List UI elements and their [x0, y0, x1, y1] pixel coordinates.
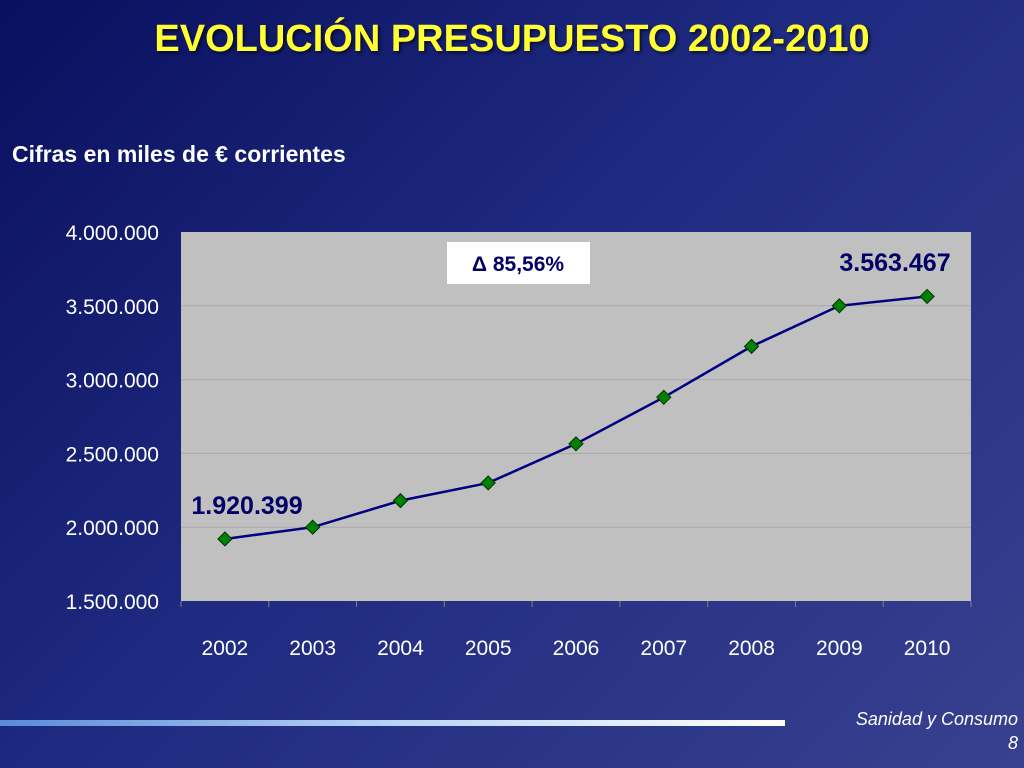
x-tick-label: 2010: [904, 637, 951, 660]
slide-title: EVOLUCIÓN PRESUPUESTO 2002-2010: [154, 18, 870, 60]
y-tick-label: 2.500.000: [66, 443, 159, 466]
data-point-marker: [656, 389, 672, 406]
x-tick-label: 2005: [465, 637, 512, 660]
x-tick-label: 2004: [377, 637, 424, 660]
x-tick-label: 2007: [640, 637, 687, 660]
data-label-first: 1.920.399: [191, 492, 302, 520]
y-tick-label: 4.000.000: [66, 222, 159, 245]
data-point-marker: [217, 531, 233, 547]
x-axis-ticks: [180, 601, 972, 607]
budget-line-chart: 1.500.000 2.000.000 2.500.000 3.000.000 3.50…: [66, 222, 972, 660]
plot-area: [181, 232, 971, 601]
slide-subtitle: Cifras en miles de € corrientes: [12, 141, 346, 167]
data-point-marker: [831, 298, 848, 314]
data-label-last: 3.563.467: [839, 249, 950, 277]
data-point-marker: [480, 475, 496, 491]
data-point-marker: [304, 519, 321, 535]
x-tick-label: 2008: [728, 637, 775, 660]
y-tick-label: 2.000.000: [66, 517, 159, 540]
page-number: 8: [1007, 733, 1018, 753]
y-tick-label: 3.000.000: [66, 370, 159, 393]
x-tick-label: 2009: [816, 637, 863, 660]
annotation-box: Δ 85,56%: [447, 242, 590, 284]
x-tick-label: 2003: [289, 637, 336, 660]
data-point-marker: [919, 288, 935, 305]
x-tick-label: 2006: [553, 637, 600, 660]
footer-label: Sanidad y Consumo: [855, 709, 1018, 729]
series-markers: [217, 288, 935, 547]
annotation-text: Δ 85,56%: [472, 253, 564, 276]
footer-divider: [0, 720, 785, 726]
x-axis-tick-labels: 2002 2003 2004 2005 2006 2007 2008 2009 2010: [202, 637, 951, 660]
y-tick-label: 1.500.000: [66, 591, 159, 614]
data-point-marker: [392, 492, 409, 509]
y-axis-tick-labels: 1.500.000 2.000.000 2.500.000 3.000.000 3.50…: [66, 222, 159, 614]
y-tick-label: 3.500.000: [66, 296, 159, 319]
data-point-marker: [743, 338, 760, 355]
x-tick-label: 2002: [202, 637, 249, 660]
data-point-marker: [568, 436, 584, 452]
footer: Sanidad y Consumo 8: [856, 707, 1018, 755]
